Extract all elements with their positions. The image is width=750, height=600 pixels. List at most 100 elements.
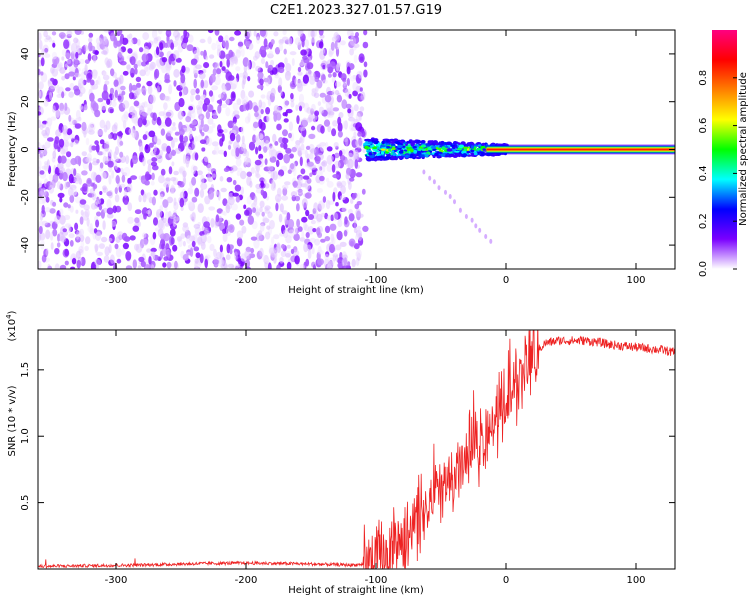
spectrogram-cell bbox=[129, 56, 136, 66]
spectrogram-cell bbox=[162, 262, 167, 268]
spectrogram-cell bbox=[297, 66, 302, 73]
spectrogram-cell bbox=[295, 104, 299, 111]
spectrogram-cell bbox=[190, 94, 194, 103]
spectrogram-cell bbox=[278, 66, 285, 74]
spectrogram-cell bbox=[119, 74, 124, 85]
spectrogram-cell bbox=[294, 195, 301, 202]
spectrogram-cell bbox=[119, 140, 124, 146]
spectrogram-cell bbox=[253, 30, 257, 37]
signal-cell bbox=[391, 147, 396, 151]
spectrogram-cell bbox=[39, 40, 43, 50]
spectrogram-cell bbox=[150, 151, 156, 157]
snr-plot-area bbox=[38, 330, 675, 569]
spectrogram-cell bbox=[324, 236, 331, 242]
spectrogram-cell bbox=[44, 53, 51, 58]
figure-title: C2E1.2023.327.01.57.G19 bbox=[270, 3, 442, 18]
spectrogram-cell bbox=[62, 228, 67, 233]
spectrogram-cell bbox=[143, 101, 148, 108]
spectrogram-cell bbox=[191, 212, 196, 223]
spectrogram-cell bbox=[218, 35, 224, 43]
spectrogram-cell bbox=[45, 249, 49, 256]
spectrogram-cell bbox=[245, 150, 249, 159]
snr-x-label: Height of straight line (km) bbox=[288, 585, 424, 596]
spectrogram-cell bbox=[247, 30, 252, 38]
spectrogram-cell bbox=[236, 98, 242, 106]
spectrogram-cell bbox=[221, 85, 227, 95]
spectrogram-cell bbox=[111, 170, 115, 179]
spectrogram-cell bbox=[324, 253, 330, 261]
spectrogram-cell bbox=[203, 221, 211, 228]
spectrogram-cell bbox=[225, 97, 230, 105]
y-tick-label: 1.5 bbox=[20, 362, 31, 378]
spectrogram-cell bbox=[330, 41, 335, 51]
spectrogram-cell bbox=[227, 144, 232, 150]
spectrogram-cell bbox=[164, 117, 172, 127]
signal-cell bbox=[375, 141, 379, 145]
spectrogram-cell bbox=[220, 187, 227, 193]
spectrogram-cell bbox=[339, 241, 347, 247]
x-tick-label: -100 bbox=[365, 275, 388, 286]
spectrogram-cell bbox=[234, 184, 242, 192]
spectrogram-cell bbox=[58, 138, 65, 148]
spectrogram-cell bbox=[198, 100, 203, 106]
spectrogram-cell bbox=[285, 108, 293, 114]
signal-cell bbox=[435, 142, 439, 146]
spectrogram-cell bbox=[232, 116, 237, 124]
spectrogram-cell bbox=[131, 84, 138, 91]
spectrogram-cell bbox=[316, 79, 323, 89]
spectrogram-cell bbox=[43, 99, 49, 107]
spectrogram-cell bbox=[281, 184, 289, 190]
spectrogram-cell bbox=[341, 99, 348, 110]
spectrogram-cell bbox=[279, 257, 284, 264]
spectrogram-cell bbox=[65, 158, 72, 168]
spectrogram-cell bbox=[157, 30, 163, 35]
spectrogram-cell bbox=[116, 258, 122, 264]
spectrogram-cell bbox=[145, 144, 149, 150]
spectrogram-cell bbox=[286, 261, 292, 269]
spectrogram-cell bbox=[225, 107, 231, 117]
spectrogram-cell bbox=[45, 126, 50, 136]
spectrogram-cell bbox=[94, 258, 101, 266]
spectrogram-cell bbox=[282, 129, 288, 137]
spectrogram-cell bbox=[180, 73, 186, 84]
spectrogram-cell bbox=[225, 71, 233, 82]
spectrogram-cell bbox=[332, 107, 340, 112]
spectrogram-cell bbox=[165, 177, 171, 182]
spectrogram-cell bbox=[260, 94, 266, 99]
spectrogram-cell bbox=[88, 162, 93, 172]
spectrogram-cell bbox=[247, 215, 254, 225]
spectrogram-cell bbox=[211, 85, 219, 91]
spectrogram-cell bbox=[222, 233, 228, 243]
spectrogram-cell bbox=[282, 36, 289, 42]
spectrogram-cell bbox=[68, 71, 76, 77]
signal-cell bbox=[420, 154, 426, 158]
spectrogram-cell bbox=[310, 148, 317, 154]
spectrogram-cell bbox=[40, 57, 45, 67]
spectrogram-cell bbox=[358, 232, 363, 242]
spectrogram-cell bbox=[221, 133, 225, 142]
spectrogram-cell bbox=[165, 211, 170, 220]
spectrogram-cell bbox=[268, 247, 276, 256]
spectrogram-cell bbox=[52, 201, 57, 207]
colorbar-tick-label: 0.6 bbox=[698, 118, 709, 134]
spectrogram-cell bbox=[349, 48, 354, 56]
spectrogram-cell bbox=[219, 244, 223, 253]
spectrogram-cell bbox=[98, 243, 105, 250]
spectrogram-cell bbox=[173, 197, 177, 206]
spectrogram-cell bbox=[214, 145, 220, 155]
spectrogram-cell bbox=[254, 135, 259, 142]
spectrogram-cell bbox=[255, 65, 261, 72]
spectrogram-cell bbox=[59, 208, 64, 216]
spectrogram-cell bbox=[289, 153, 294, 159]
spectrogram-cell bbox=[207, 118, 214, 125]
spectrogram-cell bbox=[150, 161, 158, 167]
spectrogram-cell bbox=[362, 41, 369, 49]
spectrogram-cell bbox=[259, 78, 264, 86]
spectrogram-cell bbox=[322, 79, 328, 84]
spectrogram-cell bbox=[108, 175, 112, 185]
signal-cell bbox=[458, 144, 465, 149]
spectrogram-cell bbox=[274, 194, 282, 203]
spectrogram-cell bbox=[94, 140, 99, 145]
signal-cell bbox=[416, 144, 420, 148]
spectrogram-cell bbox=[76, 259, 81, 269]
